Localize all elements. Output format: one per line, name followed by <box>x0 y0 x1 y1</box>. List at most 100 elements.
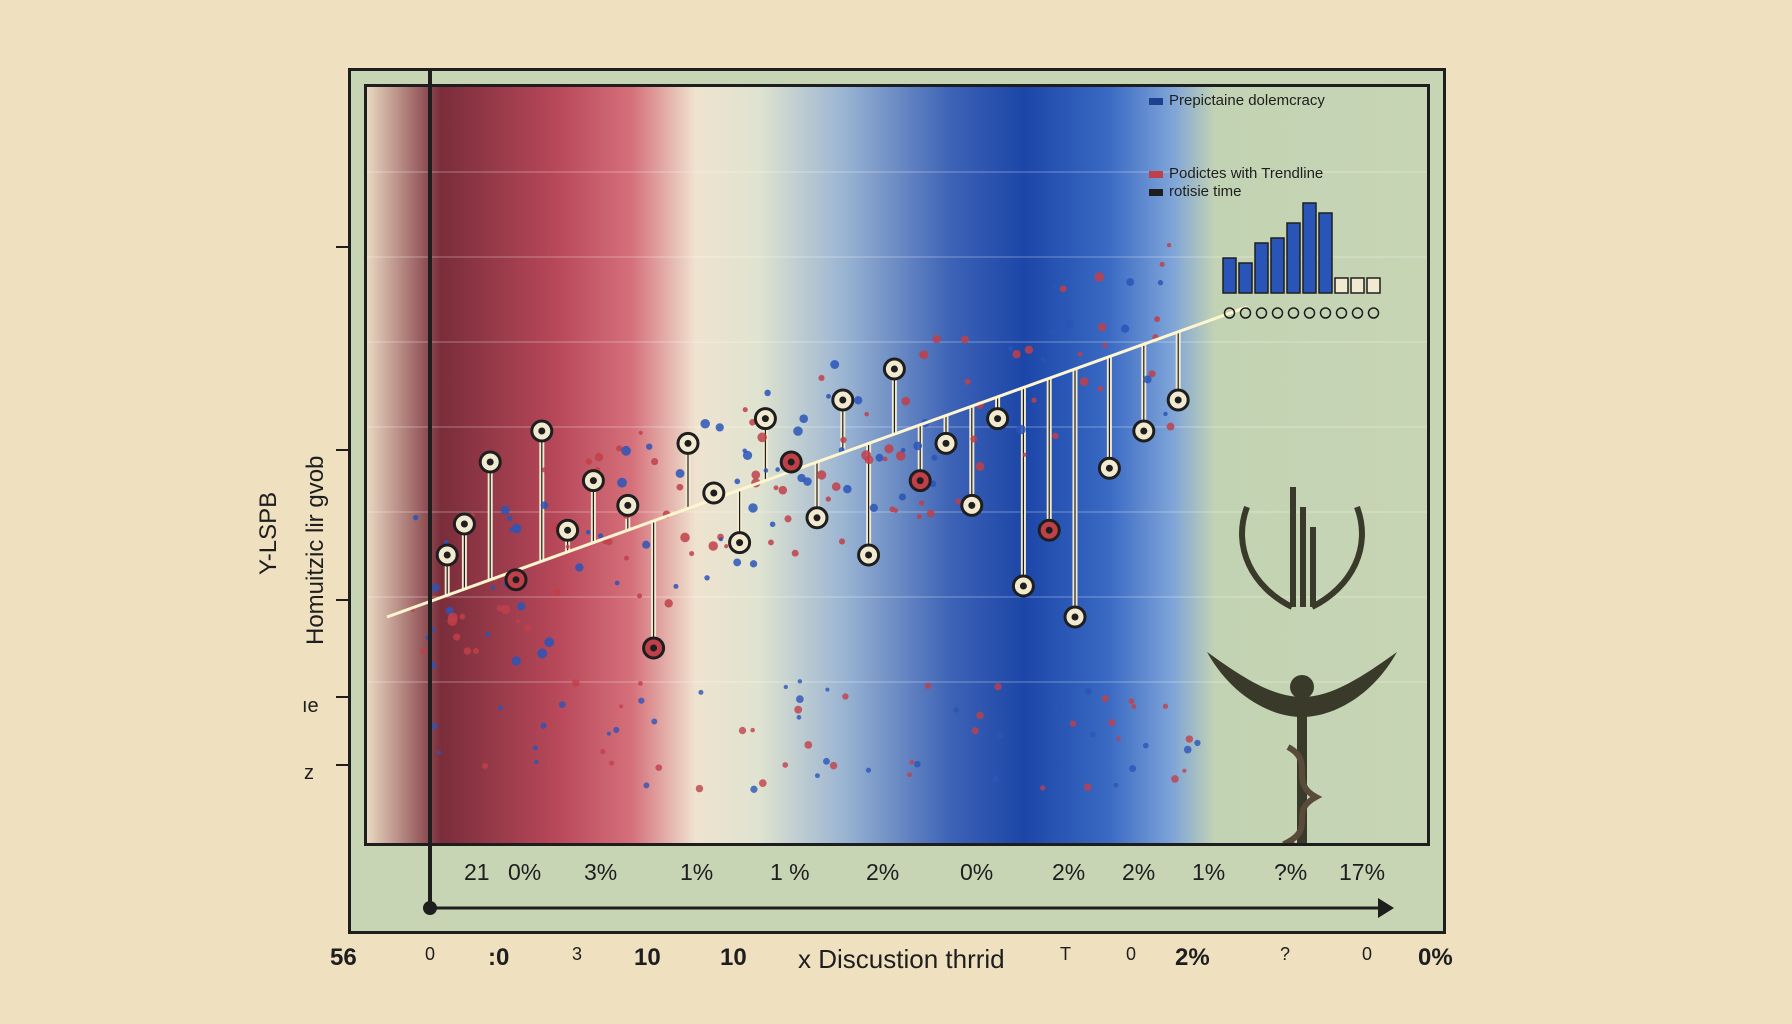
scatter-dot <box>664 599 673 608</box>
inset-bar-glyph-0 <box>1223 307 1236 319</box>
scatter-dot <box>971 727 979 735</box>
x-tick-label-inner-9: 1% <box>1192 859 1226 885</box>
inset-bar-glyph-5 <box>1303 307 1316 319</box>
scatter-dot <box>689 551 695 557</box>
scatter-dot <box>1062 761 1068 766</box>
scatter-dot <box>734 478 741 485</box>
y-tick-marks <box>336 246 348 766</box>
scatter-dot <box>795 695 804 703</box>
scatter-dot <box>964 378 971 385</box>
scatter-dot <box>931 454 938 461</box>
marker-core-22 <box>1019 582 1027 590</box>
scatter-dot <box>558 701 566 709</box>
x-tick-label-inner-1: 0% <box>508 859 542 885</box>
scatter-dot <box>1069 720 1077 727</box>
x-tick-label-outer-0: 56 <box>330 944 357 971</box>
inset-bar-glyph-2 <box>1255 307 1268 319</box>
scatter-dot <box>482 762 489 769</box>
marker-core-5 <box>564 526 572 534</box>
scatter-dot <box>1024 345 1034 355</box>
scatter-dot <box>1097 386 1104 392</box>
marker-core-1 <box>460 520 468 528</box>
marker-core-26 <box>1140 427 1148 435</box>
scatter-dot <box>829 761 838 770</box>
y-axis-label-1: Y-LSPB <box>255 491 282 575</box>
y-axis-label-2: Homuitzic lir gvob <box>302 455 329 645</box>
scatter-dot <box>1185 735 1194 743</box>
inset-bar-0 <box>1222 257 1237 294</box>
x-tick-label-outer-1: 0 <box>425 944 436 964</box>
scatter-dot <box>1052 704 1061 712</box>
x-tick-label-inner-6: 0% <box>960 859 994 885</box>
scatter-dot <box>748 503 758 513</box>
scatter-dot <box>571 679 580 687</box>
scatter-dot <box>718 537 723 542</box>
x-tick-label-inner-11: 17% <box>1339 859 1386 885</box>
inset-bar-5 <box>1302 202 1317 294</box>
marker-core-16 <box>865 551 873 559</box>
scatter-dot <box>976 711 984 720</box>
scatter-dot <box>614 580 620 586</box>
scatter-dot <box>715 423 724 432</box>
scatter-dot <box>913 441 923 451</box>
scatter-dot <box>485 631 491 637</box>
scatter-dot <box>638 697 645 704</box>
inset-bar-2 <box>1254 242 1269 294</box>
scatter-dot <box>1166 422 1175 431</box>
scatter-dot <box>916 514 922 520</box>
scatter-dot <box>784 515 792 523</box>
scatter-dot <box>498 705 503 711</box>
scatter-dot <box>1084 687 1092 695</box>
scatter-dot <box>1022 452 1027 457</box>
scatter-dot <box>1007 345 1013 351</box>
scatter-dot <box>1108 719 1116 727</box>
scatter-dot <box>970 435 978 443</box>
scatter-dot <box>733 558 742 567</box>
scatter-dot <box>750 785 758 793</box>
y-side-label-2: z <box>304 762 314 784</box>
scatter-dot <box>757 432 767 443</box>
inset-bar-3 <box>1270 237 1285 294</box>
scatter-dot <box>1083 783 1092 791</box>
scatter-dot <box>769 521 776 528</box>
scatter-dot <box>1052 432 1059 440</box>
marker-core-12 <box>761 415 769 423</box>
inset-bar-glyph-7 <box>1335 307 1348 319</box>
scatter-dot <box>764 389 771 397</box>
scatter-dot <box>541 644 546 649</box>
scatter-dot <box>412 514 419 521</box>
eagle-caduceus-icon <box>1207 652 1397 843</box>
inset-bar-7 <box>1334 277 1349 294</box>
scatter-dot <box>895 451 906 461</box>
scatter-dot <box>425 635 430 640</box>
marker-core-21 <box>994 415 1002 423</box>
scatter-dot <box>490 585 495 590</box>
x-tick-label-outer-3: 3 <box>572 944 583 964</box>
scatter-dot <box>624 555 629 561</box>
x-tick-label-inner-8: 2% <box>1122 859 1156 885</box>
scatter-dot <box>1131 704 1137 710</box>
inset-bar-glyph-6 <box>1319 307 1332 319</box>
scatter-dot <box>511 656 521 666</box>
scatter-dot <box>818 374 825 382</box>
scatter-dot <box>738 726 747 735</box>
scatter-dot <box>751 470 761 480</box>
scatter-dot <box>838 538 846 545</box>
scatter-dot <box>695 784 704 793</box>
scatter-dot <box>909 759 915 765</box>
scatter-dots <box>410 242 1201 793</box>
x-tick-label-outer-11: 0 <box>1362 944 1373 964</box>
scatter-dot <box>524 624 532 632</box>
legend-swatch-1 <box>1149 97 1163 105</box>
x-tick-label-inner-2: 3% <box>584 859 618 885</box>
scatter-dot <box>606 731 611 736</box>
scatter-dot <box>825 496 832 502</box>
scatter-dot <box>782 762 789 768</box>
scatter-dot <box>673 583 679 589</box>
marker-core-10 <box>710 489 718 497</box>
marker-core-0 <box>443 551 451 559</box>
inset-bar-8 <box>1350 277 1365 294</box>
scatter-dot <box>700 418 710 429</box>
scatter-dot <box>544 637 555 648</box>
x-tick-label-outer-2: :0 <box>488 944 510 971</box>
